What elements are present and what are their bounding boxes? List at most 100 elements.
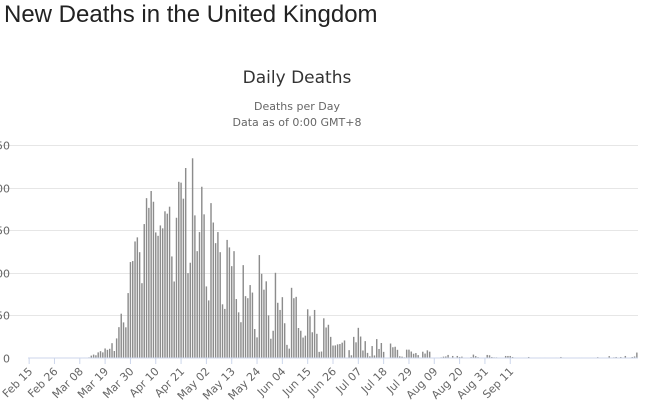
bar: [504, 355, 507, 358]
y-gridlines: [0, 145, 638, 316]
bar: [373, 355, 376, 358]
bar: [458, 356, 461, 358]
bar: [113, 351, 116, 358]
bar: [270, 338, 272, 358]
bar: [214, 243, 217, 358]
bar: [235, 299, 238, 358]
bar: [203, 214, 205, 358]
bar: [380, 343, 383, 358]
bar: [353, 336, 355, 358]
bar: [233, 251, 235, 358]
bar: [171, 256, 173, 358]
bar: [376, 339, 378, 358]
bar: [189, 262, 191, 358]
bar: [118, 327, 120, 358]
bar: [341, 342, 343, 358]
bar: [249, 285, 251, 358]
bar: [184, 168, 187, 358]
bar: [141, 283, 143, 358]
bar: [311, 332, 313, 358]
bar: [272, 330, 274, 358]
bar: [615, 356, 617, 358]
bar: [164, 211, 166, 358]
bar: [152, 201, 155, 358]
bar: [325, 327, 327, 358]
bar: [405, 349, 408, 358]
bar: [106, 349, 109, 358]
bar: [422, 351, 424, 358]
bar: [316, 333, 318, 358]
bar: [256, 337, 258, 358]
bar: [410, 351, 412, 358]
bar: [332, 345, 334, 358]
bar: [201, 186, 203, 358]
bar: [157, 235, 159, 358]
bar: [378, 348, 380, 358]
bar: [263, 289, 265, 358]
bar: [608, 356, 610, 358]
bar: [355, 342, 357, 358]
bar: [145, 198, 148, 358]
bar: [369, 356, 371, 358]
bar: [125, 327, 127, 358]
bar: [456, 355, 459, 358]
bar: [194, 215, 196, 358]
bar: [178, 181, 180, 358]
bar: [148, 207, 150, 358]
y-tick-label: 750: [0, 225, 10, 238]
bar: [198, 232, 201, 358]
bar: [401, 356, 403, 358]
bar: [362, 350, 364, 358]
bar: [90, 355, 93, 358]
bar: [111, 343, 113, 358]
bar: [258, 255, 261, 358]
bar: [191, 158, 194, 358]
bar: [240, 322, 242, 358]
bar: [210, 203, 212, 358]
bar: [247, 298, 249, 358]
bar: [122, 322, 125, 358]
bar: [127, 293, 129, 358]
bar: [327, 324, 330, 358]
bar: [447, 354, 449, 358]
bar: [359, 336, 362, 358]
bar: [366, 352, 369, 358]
bar: [277, 302, 279, 358]
bar: [260, 273, 263, 358]
bar: [99, 351, 102, 358]
bar: [134, 241, 136, 358]
bar: [226, 239, 228, 358]
bar: [205, 286, 208, 358]
bar: [173, 281, 175, 358]
bar: [511, 356, 514, 358]
bar: [279, 309, 281, 358]
bar: [224, 308, 226, 358]
bar: [343, 340, 346, 358]
bar: [166, 213, 168, 358]
x-tick-label: Jun 04: [254, 365, 288, 399]
chart-title: Daily Deaths: [243, 68, 352, 88]
bar: [488, 355, 491, 358]
bar: [196, 251, 198, 358]
bar: [295, 296, 297, 358]
bar: [219, 252, 221, 358]
bar: [631, 356, 633, 358]
bar: [348, 350, 350, 358]
bar: [155, 232, 157, 358]
x-tick-label: Jul 18: [358, 365, 390, 397]
bar: [115, 338, 118, 358]
bar: [451, 355, 454, 358]
bar: [392, 347, 394, 358]
bar: [244, 296, 247, 358]
bar: [95, 355, 97, 358]
bar: [306, 309, 309, 358]
bar: [415, 353, 417, 358]
y-tick-label: 500: [0, 268, 10, 281]
bar: [281, 297, 284, 358]
bar: [251, 292, 254, 358]
bar: [102, 352, 104, 358]
chart-subtitle-line-2: Data as of 0:00 GMT+8: [233, 116, 362, 129]
bar: [396, 349, 399, 358]
